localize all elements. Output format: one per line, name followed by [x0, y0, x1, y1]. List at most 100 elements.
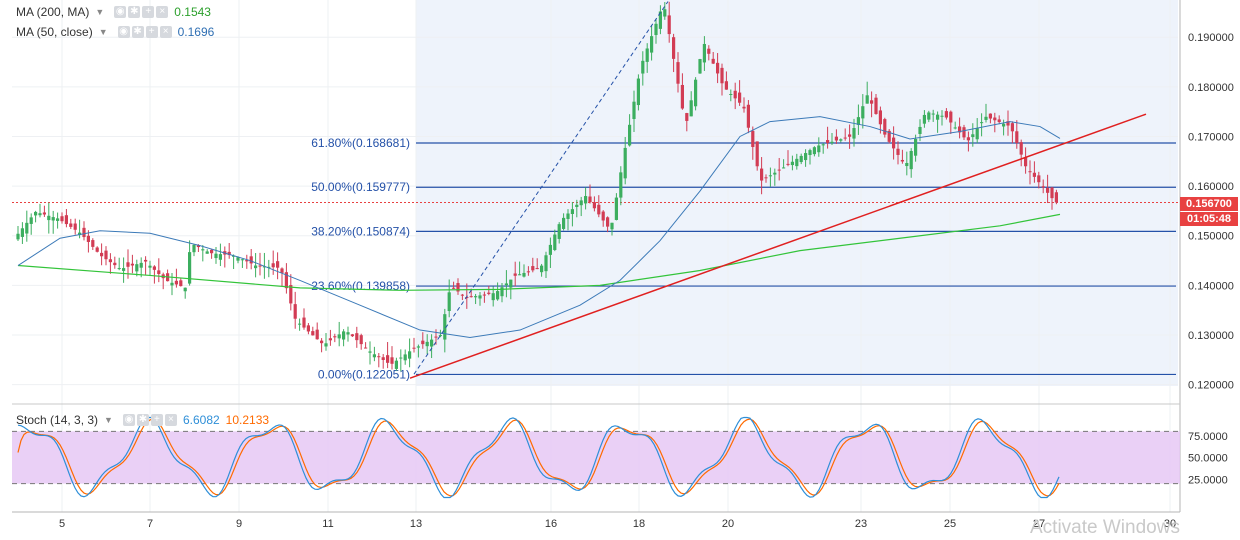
price-tick-label: 0.160000 — [1188, 181, 1234, 193]
ma200-line — [17, 213, 1061, 291]
candle-body — [733, 90, 737, 99]
candle-body — [394, 360, 398, 369]
candle-body — [716, 62, 720, 74]
candle-body — [680, 84, 684, 109]
legend-ma200[interactable]: MA (200, MA) ▼ ◉ ✱ + × 0.1543 — [16, 5, 211, 19]
candle-body — [658, 11, 662, 29]
indicator-controls[interactable]: ◉ ✱ + × — [114, 6, 169, 18]
ma200-label: MA (200, MA) — [16, 5, 90, 19]
candle-body — [496, 291, 500, 300]
candle-body — [245, 260, 249, 262]
candle-body — [711, 58, 715, 64]
gear-icon[interactable]: ✱ — [136, 414, 149, 426]
candle-body — [456, 283, 460, 292]
candle-body — [636, 78, 640, 106]
candle-body — [368, 351, 372, 353]
candle-body — [337, 334, 341, 339]
candle-body — [183, 287, 187, 292]
candle-body — [196, 245, 200, 248]
close-icon[interactable]: × — [164, 414, 177, 426]
candle-body — [267, 266, 271, 268]
gear-icon[interactable]: ✱ — [128, 6, 141, 18]
candle-body — [381, 357, 385, 360]
candle-body — [782, 167, 786, 169]
candle-body — [34, 211, 38, 216]
time-tick-label: 7 — [147, 518, 153, 530]
candle-body — [689, 100, 693, 117]
candle-body — [386, 355, 390, 363]
indicator-controls[interactable]: ◉ ✱ + × — [117, 26, 172, 38]
candle-body — [95, 247, 99, 252]
candle-body — [205, 251, 209, 254]
candle-body — [82, 227, 86, 238]
close-icon[interactable]: × — [159, 26, 172, 38]
dropdown-caret-icon[interactable]: ▼ — [98, 27, 108, 37]
add-icon[interactable]: + — [150, 414, 163, 426]
eye-icon[interactable]: ◉ — [122, 414, 135, 426]
candle-body — [601, 211, 605, 221]
countdown-tag: 01:05:48 — [1180, 212, 1238, 226]
candle-body — [280, 268, 284, 273]
candle-body — [861, 106, 865, 119]
add-icon[interactable]: + — [145, 26, 158, 38]
candle-body — [342, 331, 346, 340]
time-tick-label: 16 — [545, 518, 557, 530]
shaded-range — [416, 0, 1178, 386]
candle-body — [227, 251, 231, 256]
stoch-k-value: 6.6082 — [182, 413, 220, 427]
dropdown-caret-icon[interactable]: ▼ — [104, 415, 113, 425]
candle-body — [865, 95, 869, 104]
candle-body — [557, 224, 561, 239]
candle-body — [1010, 123, 1014, 132]
candle-body — [975, 128, 979, 140]
candle-body — [139, 262, 143, 268]
indicator-controls[interactable]: ◉ ✱ + × — [122, 414, 177, 426]
candle-body — [113, 262, 117, 266]
candle-body — [584, 196, 588, 204]
eye-icon[interactable]: ◉ — [117, 26, 130, 38]
candle-body — [1037, 175, 1041, 183]
candle-body — [614, 197, 618, 220]
candle-body — [944, 111, 948, 118]
candle-body — [856, 117, 860, 125]
gear-icon[interactable]: ✱ — [131, 26, 144, 38]
candle-body — [320, 340, 324, 344]
candle-body — [579, 200, 583, 206]
dropdown-caret-icon[interactable]: ▼ — [95, 7, 105, 17]
candle-body — [78, 232, 82, 235]
stoch-d-value: 10.2133 — [225, 413, 270, 427]
candle-body — [482, 294, 486, 296]
candle-body — [830, 141, 834, 143]
candle-body — [953, 127, 957, 129]
candle-body — [350, 334, 354, 337]
candle-body — [751, 130, 755, 147]
candle-body — [839, 139, 843, 141]
candle-body — [931, 113, 935, 115]
candle-body — [306, 325, 310, 332]
candle-body — [91, 240, 95, 247]
fib-level-label: 38.20%(0.150874) — [311, 224, 410, 238]
candle-body — [566, 213, 570, 219]
close-icon[interactable]: × — [156, 6, 169, 18]
time-tick-label: 18 — [633, 518, 645, 530]
candle-body — [698, 59, 702, 74]
candle-body — [746, 104, 750, 128]
eye-icon[interactable]: ◉ — [114, 6, 127, 18]
add-icon[interactable]: + — [142, 6, 155, 18]
candle-body — [874, 97, 878, 114]
candle-body — [443, 314, 447, 340]
candle-body — [474, 296, 478, 298]
candle-body — [56, 218, 60, 221]
legend-stoch[interactable]: Stoch (14, 3, 3) ▼ ◉ ✱ + × 6.6082 10.2133 — [16, 413, 269, 427]
candle-body — [518, 274, 522, 276]
candle-body — [883, 119, 887, 135]
candle-body — [509, 279, 513, 288]
ma50-value: 0.1696 — [177, 25, 215, 39]
candle-body — [416, 346, 420, 348]
candle-body — [940, 115, 944, 117]
candle-body — [192, 244, 196, 253]
legend-ma50[interactable]: MA (50, close) ▼ ◉ ✱ + × 0.1696 — [16, 25, 214, 39]
candle-body — [777, 169, 781, 171]
